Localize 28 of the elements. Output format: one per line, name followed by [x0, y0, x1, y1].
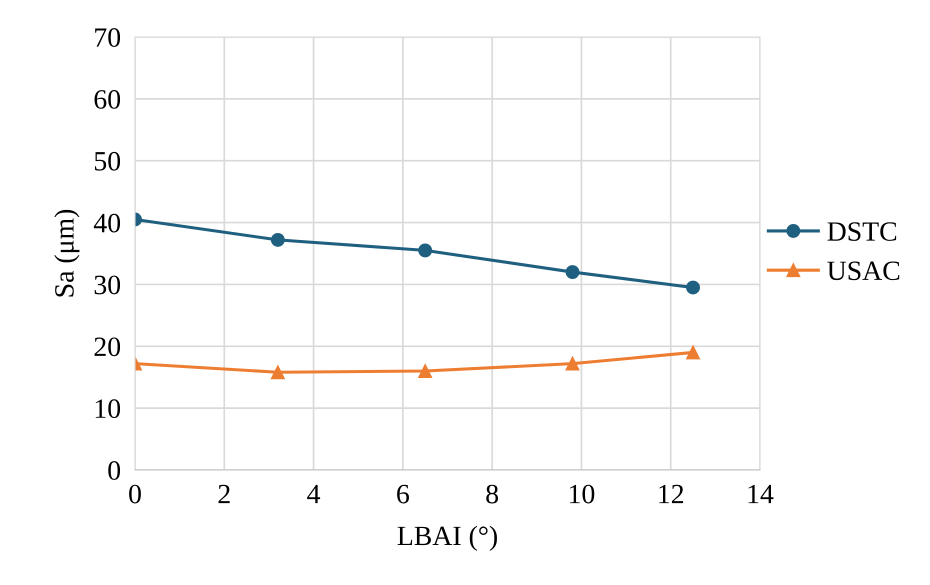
point [566, 356, 580, 371]
x-tick-label: 10 [570, 484, 594, 504]
y-tick-label: 60 [94, 90, 120, 109]
x-axis-title: LBAI (°) [398, 526, 497, 551]
point [686, 346, 700, 360]
legend-label: DSTC [827, 222, 896, 241]
y-tick-label: 10 [96, 399, 120, 418]
point [270, 232, 285, 247]
x-tick-label: 14 [748, 484, 774, 504]
legend-label: USAC [827, 261, 900, 280]
x-tick-label: 8 [486, 484, 498, 504]
y-tick-label: 0 [108, 461, 120, 480]
y-tick-label: 40 [94, 214, 120, 232]
y-tick-label: 30 [94, 276, 120, 294]
point [418, 243, 432, 258]
y-tick-label: 70 [95, 28, 120, 47]
point [418, 364, 432, 378]
y-axis-title: Sa (μm) [54, 210, 80, 296]
x-tick-label: 12 [659, 484, 684, 504]
x-tick-label: 4 [307, 484, 320, 504]
x-tick-label: 0 [129, 484, 141, 504]
point [566, 265, 580, 279]
point [270, 365, 285, 380]
point [686, 280, 700, 294]
y-tick-label: 50 [94, 152, 120, 171]
x-tick-label: 2 [218, 484, 230, 504]
x-tick-label: 6 [397, 484, 409, 504]
y-tick-label: 20 [94, 337, 120, 356]
